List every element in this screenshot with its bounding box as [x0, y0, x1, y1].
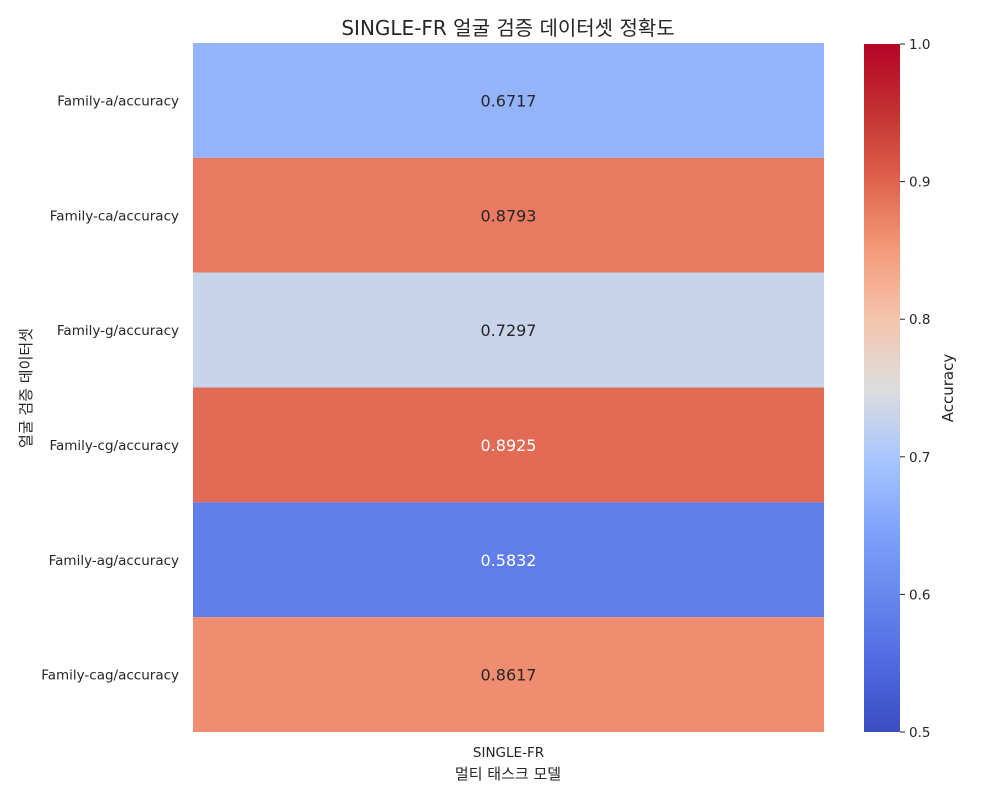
colorbar-tick-label: 0.7	[909, 450, 930, 466]
colorbar-tick-label: 0.8	[909, 312, 930, 328]
cell-value-label: 0.7297	[481, 321, 537, 340]
heatmap-cell	[193, 43, 824, 158]
colorbar-tick-label: 1.0	[909, 37, 930, 53]
colorbar-tick-label: 0.5	[909, 725, 930, 741]
y-tick-labels: Family-a/accuracy Family-ca/accuracy Famil…	[41, 93, 179, 683]
cell-value-label: 0.8617	[481, 666, 537, 685]
cell-value-label: 0.6717	[481, 91, 537, 110]
colorbar: 0.5 0.6 0.7 0.8 0.9 1.0 Accuracy	[864, 37, 957, 741]
chart-title: SINGLE-FR 얼굴 검증 데이터셋 정확도	[341, 16, 674, 40]
y-tick-label: Family-g/accuracy	[57, 323, 179, 339]
x-axis-label: 멀티 태스크 모델	[455, 765, 561, 783]
colorbar-tick-label: 0.9	[909, 175, 930, 191]
y-tick-label: Family-cg/accuracy	[49, 438, 179, 454]
cell-value-label: 0.5832	[481, 551, 537, 570]
colorbar-label: Accuracy	[939, 354, 957, 423]
y-tick-label: Family-a/accuracy	[57, 93, 179, 109]
y-tick-label: Family-ca/accuracy	[50, 208, 179, 224]
heatmap-cell	[193, 272, 824, 388]
heatmap-cell	[193, 502, 824, 618]
heatmap-cell	[193, 157, 824, 273]
heatmap-cells: 0.6717 0.8793 0.7297 0.8925 0.5832 0.8617	[193, 43, 824, 732]
cell-value-label: 0.8793	[481, 206, 537, 225]
x-tick-labels: SINGLE-FR	[473, 745, 544, 761]
cell-value-label: 0.8925	[481, 436, 537, 455]
colorbar-tick-label: 0.6	[909, 587, 930, 603]
heatmap-cell	[193, 617, 824, 732]
colorbar-gradient	[864, 44, 900, 732]
y-axis-label: 얼굴 검증 데이터셋	[17, 328, 35, 448]
heatmap-cell	[193, 387, 824, 503]
x-tick-label: SINGLE-FR	[473, 745, 544, 761]
y-tick-label: Family-cag/accuracy	[41, 668, 179, 684]
y-tick-label: Family-ag/accuracy	[49, 553, 179, 569]
colorbar-ticks: 0.5 0.6 0.7 0.8 0.9 1.0	[900, 37, 930, 741]
